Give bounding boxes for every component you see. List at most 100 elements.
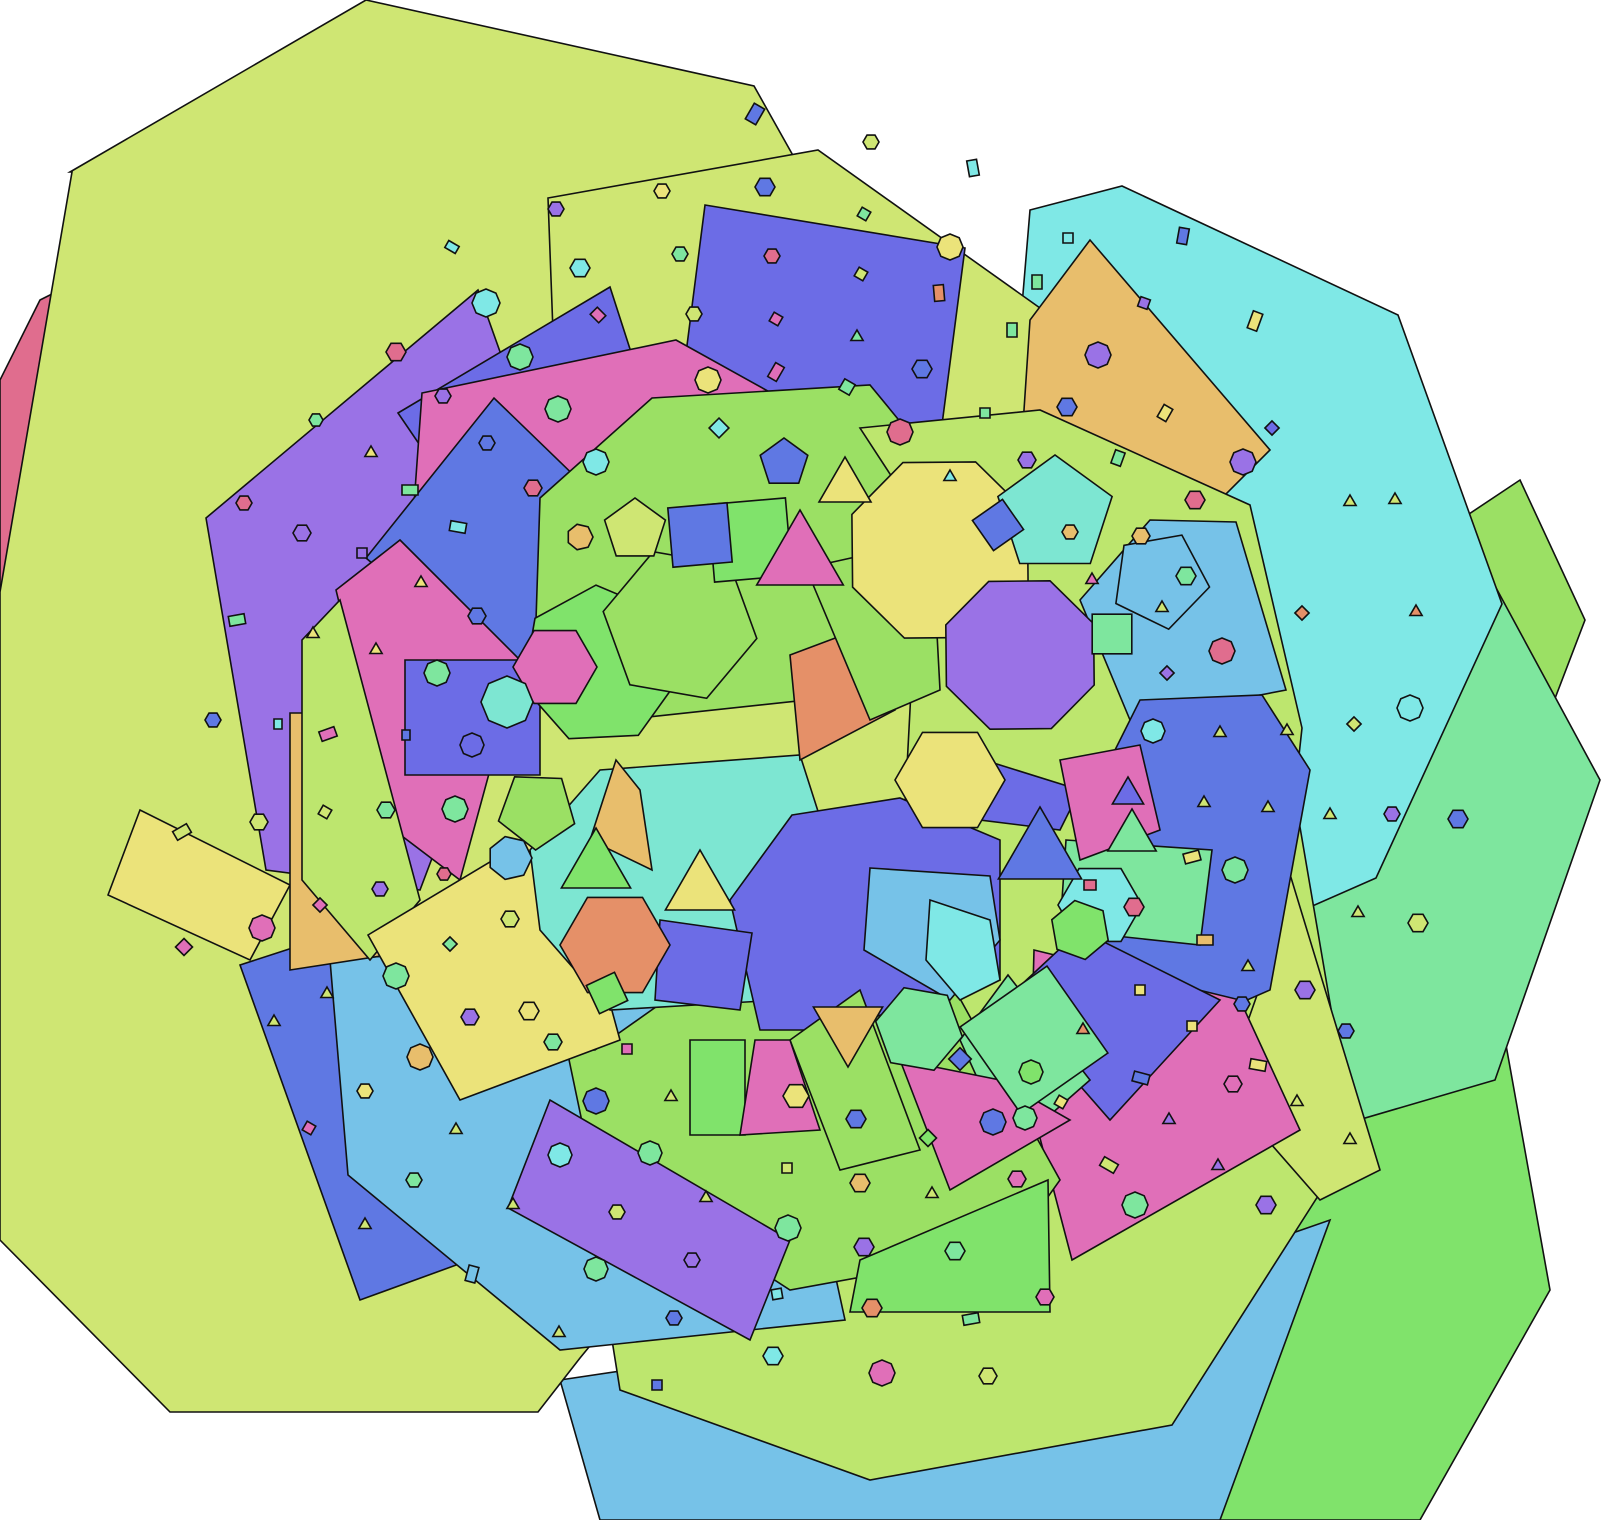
- hexagon-shape: [1383, 806, 1401, 822]
- square-shape: [301, 1120, 317, 1136]
- square-shape: [781, 1162, 793, 1174]
- triangle-shape: [817, 455, 873, 503]
- octagon-shape: [944, 579, 1096, 731]
- square-shape: [273, 718, 283, 730]
- square-shape: [1006, 322, 1018, 338]
- octagon-shape: [406, 1043, 434, 1071]
- triangle-shape: [1212, 724, 1228, 738]
- octagon-shape: [868, 1359, 896, 1387]
- triangle-shape: [1350, 904, 1366, 918]
- square-shape: [227, 612, 247, 628]
- hexagon-shape: [235, 495, 253, 511]
- hexagon-shape: [1007, 1170, 1027, 1188]
- tiny-polygons-layer: [171, 102, 1424, 1391]
- pentagon-shape: [603, 497, 667, 557]
- square-shape: [965, 158, 981, 178]
- hexagon-shape: [547, 201, 565, 217]
- hexagon-shape: [356, 1083, 374, 1099]
- square-shape: [918, 1128, 938, 1148]
- triangle-shape: [305, 625, 321, 639]
- square-shape: [1175, 226, 1191, 246]
- hexagon-shape: [683, 1252, 701, 1268]
- hexagon-shape: [405, 1172, 423, 1188]
- triangle-shape: [1084, 571, 1100, 585]
- octagon-shape: [441, 795, 469, 823]
- hexagon-shape: [1056, 397, 1078, 417]
- square-shape: [401, 729, 411, 741]
- hexagon-shape: [460, 1008, 480, 1026]
- triangle-shape: [413, 574, 429, 588]
- octagon-shape: [1208, 637, 1236, 665]
- square-shape: [1053, 1094, 1069, 1110]
- square-shape: [856, 206, 872, 222]
- triangle-shape: [997, 805, 1083, 880]
- square-shape: [464, 1264, 480, 1284]
- triangle-shape: [266, 1013, 282, 1027]
- hexagon-shape: [1233, 996, 1251, 1012]
- square-shape: [689, 1039, 746, 1136]
- octagon-shape: [547, 1142, 573, 1168]
- square-shape: [744, 102, 766, 126]
- square-shape: [707, 416, 731, 440]
- octagon-shape: [1229, 448, 1257, 476]
- square-shape: [1158, 664, 1176, 682]
- hexagon-shape: [1017, 451, 1037, 469]
- hexagon-shape: [512, 629, 598, 705]
- square-shape: [448, 519, 468, 535]
- pentagon-shape: [925, 898, 1001, 1001]
- pentagon-shape: [1115, 534, 1211, 631]
- square-shape: [1031, 274, 1043, 290]
- octagon-shape: [506, 343, 534, 371]
- square-shape: [1156, 403, 1174, 423]
- square-shape: [958, 964, 1110, 1116]
- triangle-shape: [1111, 775, 1145, 805]
- square-shape: [356, 547, 368, 559]
- square-shape: [585, 971, 629, 1015]
- square-shape: [739, 1039, 822, 1136]
- square-shape: [1062, 232, 1074, 244]
- small-polygons-layer: [204, 134, 1469, 1387]
- square-shape: [770, 1287, 784, 1301]
- octagon-shape: [1121, 1191, 1149, 1219]
- hexagon-shape: [608, 1204, 626, 1220]
- hexagon-shape: [653, 183, 671, 199]
- square-shape: [1293, 604, 1311, 622]
- triangle-shape: [1154, 599, 1170, 613]
- hexagon-shape: [1223, 1075, 1243, 1093]
- hexagon-shape: [874, 986, 964, 1072]
- octagon-shape: [979, 1108, 1007, 1136]
- triangle-shape: [560, 826, 632, 889]
- triangle-shape: [1289, 1093, 1305, 1107]
- square-shape: [766, 361, 786, 383]
- octagon-shape: [886, 418, 914, 446]
- pentagon-shape: [759, 437, 809, 485]
- octagon-shape: [382, 962, 410, 990]
- hexagon-shape: [671, 246, 689, 262]
- octagon-shape: [544, 395, 572, 423]
- pentagon-shape: [996, 454, 1114, 565]
- hexagon-shape: [754, 177, 776, 197]
- octagon-shape: [1084, 341, 1112, 369]
- hexagon-shape: [911, 359, 933, 379]
- octagon-shape: [1221, 856, 1249, 884]
- triangle-shape: [448, 1121, 464, 1135]
- triangle-shape: [1279, 722, 1295, 736]
- octagon-shape: [774, 1214, 802, 1242]
- hexagon-shape: [782, 1083, 810, 1109]
- octagon-shape: [459, 732, 485, 758]
- triangle-shape: [663, 1088, 679, 1102]
- hexagon-shape: [762, 1346, 784, 1366]
- square-shape: [837, 377, 857, 397]
- triangle-shape: [755, 508, 845, 586]
- triangle-shape: [1408, 603, 1424, 617]
- octagon-shape: [637, 1140, 663, 1166]
- square-shape: [932, 283, 946, 303]
- hexagon-shape: [861, 1298, 883, 1318]
- hexagon-shape: [436, 867, 452, 881]
- hexagon-shape: [665, 1310, 683, 1326]
- hexagon-shape: [308, 413, 324, 427]
- hexagon-shape: [944, 1241, 966, 1261]
- triangle-shape: [942, 468, 958, 482]
- square-shape: [979, 407, 991, 419]
- octagon-shape: [1140, 718, 1166, 744]
